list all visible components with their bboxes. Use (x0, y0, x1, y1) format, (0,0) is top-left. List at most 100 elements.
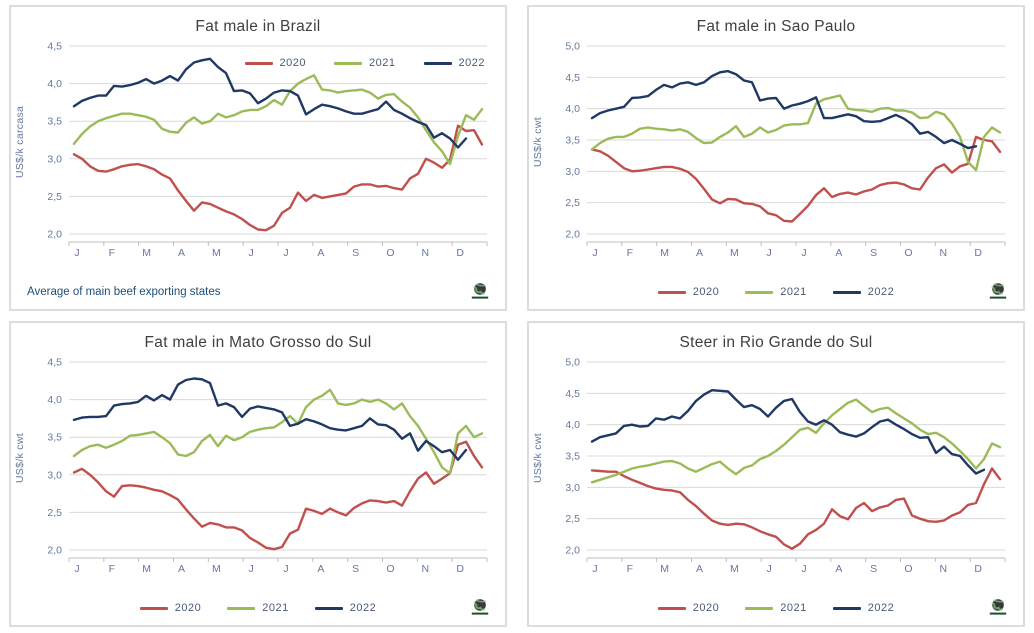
legend-swatch-2021 (745, 606, 774, 610)
legend-item-2022: 2022 (832, 286, 894, 298)
svg-text:3,5: 3,5 (565, 451, 580, 463)
svg-text:F: F (109, 563, 115, 575)
svg-text:N: N (940, 247, 948, 259)
y-axis-label: US$/k cwt (532, 433, 544, 483)
svg-text:N: N (940, 563, 948, 575)
svg-text:O: O (386, 563, 394, 575)
chart-panel-brazil: Fat male in Brazil US$/k carcasa 2,0 2,5 3… (9, 5, 507, 311)
svg-text:2,0: 2,0 (47, 545, 62, 557)
y-axis-label: US$/k cwt (14, 433, 26, 483)
svg-text:4,0: 4,0 (47, 394, 62, 406)
legend-swatch-2020 (244, 61, 273, 65)
chart-title: Fat male in Brazil (195, 18, 321, 35)
legend-swatch-2022 (423, 61, 452, 65)
legend: 2020 2021 2022 (657, 286, 894, 298)
legend: 2020 2021 2022 (139, 602, 377, 614)
svg-text:2,5: 2,5 (565, 513, 580, 525)
svg-text:4,5: 4,5 (565, 72, 580, 84)
svg-text:A: A (835, 563, 842, 575)
legend-label-2020: 2020 (692, 602, 720, 614)
svg-text:S: S (870, 247, 877, 259)
chart-footer: 2020 2021 2022 (529, 279, 1023, 305)
svg-text:J: J (801, 563, 806, 575)
series-line-2021 (72, 388, 484, 475)
svg-text:M: M (142, 563, 151, 575)
svg-text:3,5: 3,5 (47, 116, 62, 128)
series-line-2020 (72, 440, 484, 551)
series-line-2020 (72, 124, 484, 232)
svg-text:M: M (660, 563, 669, 575)
svg-text:J: J (249, 563, 254, 575)
svg-text:J: J (767, 563, 772, 575)
globe-logo-icon (469, 598, 491, 620)
svg-text:J: J (592, 563, 597, 575)
svg-text:2,5: 2,5 (565, 197, 580, 209)
series-line-2020 (590, 135, 1002, 223)
line-plot: 2,0 2,5 3,0 3,5 4,0 4,5 J F M A M J J A S O N D (47, 41, 488, 259)
svg-text:J: J (801, 247, 806, 259)
plot-row: US$/k cwt 2,0 2,5 3,0 3,5 4,0 4,5 5,0 J F M A M J J A S… (529, 38, 1023, 266)
legend-item-2021: 2021 (227, 602, 288, 614)
svg-text:2,0: 2,0 (565, 229, 580, 241)
svg-text:M: M (212, 563, 221, 575)
legend-swatch-2022 (832, 606, 861, 610)
svg-text:3,5: 3,5 (47, 432, 62, 444)
svg-text:A: A (317, 247, 324, 259)
line-plot: 2,0 2,5 3,0 3,5 4,0 4,5 5,0 J F M A M J J A S O N D (565, 357, 1006, 575)
legend-label-2021: 2021 (780, 602, 807, 614)
svg-text:2,5: 2,5 (47, 191, 62, 203)
line-plot: 2,0 2,5 3,0 3,5 4,0 4,5 J F M A M J J A S O N D (47, 357, 488, 575)
legend-item-2020: 2020 (657, 286, 719, 298)
chart-panel-mato-grosso-do-sul: Fat male in Mato Grosso do Sul US$/k cwt… (9, 321, 507, 627)
svg-text:M: M (730, 247, 739, 259)
legend-item-2020: 2020 (244, 57, 307, 69)
chart-panel-sao-paulo: Fat male in Sao Paulo US$/k cwt 2,0 2,5 3,… (527, 5, 1025, 311)
svg-text:A: A (178, 247, 185, 259)
legend-item-2022: 2022 (423, 57, 485, 69)
series-line-2021 (590, 398, 1002, 484)
svg-text:J: J (74, 563, 79, 575)
svg-text:A: A (696, 563, 703, 575)
series-line-2021 (590, 94, 1002, 172)
svg-text:F: F (627, 563, 633, 575)
svg-text:O: O (386, 247, 394, 259)
series-line-2022 (590, 389, 986, 475)
chart-footer: Average of main beef exporting states (11, 279, 505, 305)
svg-text:F: F (627, 247, 633, 259)
svg-text:A: A (178, 563, 185, 575)
legend-label-2021: 2021 (780, 286, 807, 298)
svg-text:3,0: 3,0 (565, 166, 580, 178)
svg-text:N: N (422, 247, 430, 259)
charts-grid: Fat male in Brazil US$/k carcasa 2,0 2,5 3… (9, 5, 1025, 627)
legend-item-2021: 2021 (334, 57, 395, 69)
globe-logo-icon (987, 282, 1009, 304)
svg-text:3,0: 3,0 (565, 482, 580, 494)
legend-item-2021: 2021 (745, 286, 806, 298)
svg-text:O: O (904, 563, 912, 575)
legend-swatch-2020 (657, 290, 686, 294)
svg-text:A: A (835, 247, 842, 259)
legend-label-2022: 2022 (349, 602, 377, 614)
svg-text:A: A (696, 247, 703, 259)
y-axis-label: US$/k carcasa (14, 105, 26, 179)
svg-text:4,5: 4,5 (47, 41, 62, 53)
series-line-2022 (72, 57, 468, 149)
chart-footer: 2020 2021 2022 (529, 595, 1023, 621)
legend-item-2020: 2020 (657, 602, 720, 614)
svg-text:J: J (283, 247, 288, 259)
legend-label-2021: 2021 (262, 602, 289, 614)
legend-label-2020: 2020 (279, 57, 307, 69)
legend-swatch-2021 (745, 290, 774, 294)
svg-text:N: N (422, 563, 430, 575)
series-line-2022 (72, 377, 468, 462)
svg-text:J: J (592, 247, 597, 259)
globe-logo-icon (469, 282, 491, 304)
legend-swatch-2022 (832, 290, 861, 294)
svg-text:S: S (352, 247, 359, 259)
legend-swatch-2020 (657, 606, 686, 610)
svg-text:A: A (317, 563, 324, 575)
svg-text:4,5: 4,5 (47, 357, 62, 369)
svg-text:O: O (904, 247, 912, 259)
svg-text:4,0: 4,0 (565, 419, 580, 431)
chart-panel-rio-grande-do-sul: Steer in Rio Grande do Sul US$/k cwt 2,0… (527, 321, 1025, 627)
